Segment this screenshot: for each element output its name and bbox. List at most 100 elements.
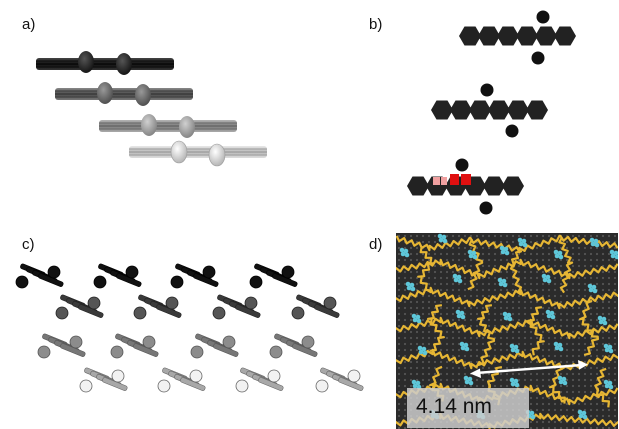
stack-ball bbox=[37, 345, 51, 359]
layer-1 bbox=[36, 51, 174, 75]
red-highlight bbox=[450, 174, 459, 185]
stack-ball bbox=[235, 379, 249, 393]
cyan-cluster bbox=[609, 249, 618, 260]
hexagon bbox=[488, 100, 510, 120]
hex-chain-3 bbox=[407, 158, 524, 215]
stack-ball bbox=[347, 369, 361, 383]
panel-label-a: a) bbox=[22, 16, 36, 33]
hexagon bbox=[459, 26, 481, 46]
stack-ball bbox=[323, 296, 337, 310]
stack-ball bbox=[133, 306, 147, 320]
scale-arrow-head-right bbox=[578, 360, 588, 370]
stack-ball bbox=[269, 345, 283, 359]
stack-ball bbox=[301, 335, 315, 349]
cyan-cluster bbox=[517, 237, 528, 248]
cyan-cluster bbox=[589, 237, 600, 248]
tilted-stack bbox=[133, 294, 182, 320]
cyan-cluster bbox=[577, 409, 588, 420]
cyan-cluster bbox=[557, 375, 568, 386]
tilted-stack bbox=[93, 263, 142, 289]
zigzag-chain bbox=[396, 316, 618, 340]
stack-ball bbox=[281, 265, 295, 279]
cyan-cluster bbox=[502, 311, 513, 322]
hexagon bbox=[450, 100, 472, 120]
bottom-dot bbox=[531, 51, 545, 65]
cyan-cluster bbox=[541, 273, 552, 284]
stack-ball bbox=[244, 296, 258, 310]
stack-ball bbox=[170, 275, 184, 289]
scale-arrow bbox=[470, 360, 588, 378]
hexagon bbox=[478, 26, 500, 46]
stack-ball bbox=[93, 275, 107, 289]
tilted-stack bbox=[55, 294, 104, 320]
layer-2 bbox=[55, 82, 193, 106]
zigzag-chain bbox=[527, 306, 545, 356]
zigzag-chain bbox=[594, 367, 610, 408]
stack-ball bbox=[47, 265, 61, 279]
tilted-stack bbox=[212, 294, 261, 320]
cyan-cluster bbox=[459, 341, 470, 352]
tilted-stack bbox=[249, 263, 298, 289]
top-dot bbox=[536, 10, 550, 24]
cyan-cluster bbox=[405, 281, 416, 292]
zigzag-chain bbox=[578, 299, 599, 356]
cyan-cluster bbox=[437, 233, 448, 244]
stack-ball bbox=[110, 345, 124, 359]
stack-ball bbox=[267, 369, 281, 383]
cyan-cluster bbox=[553, 341, 564, 352]
cyan-cluster bbox=[411, 313, 422, 324]
stack-ball bbox=[291, 306, 305, 320]
hexagon bbox=[407, 176, 429, 196]
panel-label-d: d) bbox=[369, 236, 383, 253]
pink-highlight bbox=[441, 177, 447, 185]
bottom-dot bbox=[479, 201, 493, 215]
zigzag-chain bbox=[417, 246, 435, 292]
cyan-cluster bbox=[509, 343, 520, 354]
cyan-cluster bbox=[411, 379, 422, 390]
layer-3 bbox=[99, 114, 237, 138]
top-dot bbox=[455, 158, 469, 172]
stack-ball bbox=[125, 265, 139, 279]
hexagon bbox=[516, 26, 538, 46]
hexagon bbox=[502, 176, 524, 196]
stack-ball bbox=[165, 296, 179, 310]
panel-label-c: c) bbox=[22, 236, 35, 253]
cyan-cluster bbox=[597, 315, 608, 326]
stack-ball bbox=[15, 275, 29, 289]
tilted-stack bbox=[291, 294, 340, 320]
zigzag-chain bbox=[427, 304, 445, 352]
cyan-cluster bbox=[603, 379, 614, 390]
tilted-stack bbox=[37, 333, 86, 359]
stack-ball bbox=[212, 306, 226, 320]
tilted-stack bbox=[15, 263, 64, 289]
zigzag-chain bbox=[548, 367, 566, 404]
panel-label-b: b) bbox=[369, 16, 383, 33]
stack-ball bbox=[142, 335, 156, 349]
hexagon bbox=[526, 100, 548, 120]
hexagon bbox=[535, 26, 557, 46]
zigzag-chain bbox=[477, 304, 496, 367]
scale-label-box bbox=[407, 388, 529, 428]
stack-ball bbox=[249, 275, 263, 289]
zigzag-chain bbox=[396, 258, 618, 280]
zigzag-chain bbox=[467, 238, 484, 291]
stack-ball bbox=[190, 345, 204, 359]
scale-label: 4.14 nm bbox=[416, 395, 492, 418]
cyan-cluster bbox=[452, 273, 463, 284]
cyan-cluster bbox=[545, 309, 556, 320]
cyan-cluster bbox=[467, 249, 478, 260]
hexagon bbox=[554, 26, 576, 46]
top-dot bbox=[480, 83, 494, 97]
cyan-cluster bbox=[509, 377, 520, 388]
hexagon bbox=[469, 100, 491, 120]
cyan-cluster bbox=[455, 309, 466, 320]
cyan-cluster bbox=[417, 345, 428, 356]
hexagon bbox=[483, 176, 505, 196]
cyan-cluster bbox=[463, 375, 474, 386]
cyan-cluster bbox=[399, 247, 410, 258]
red-highlight bbox=[461, 174, 471, 185]
